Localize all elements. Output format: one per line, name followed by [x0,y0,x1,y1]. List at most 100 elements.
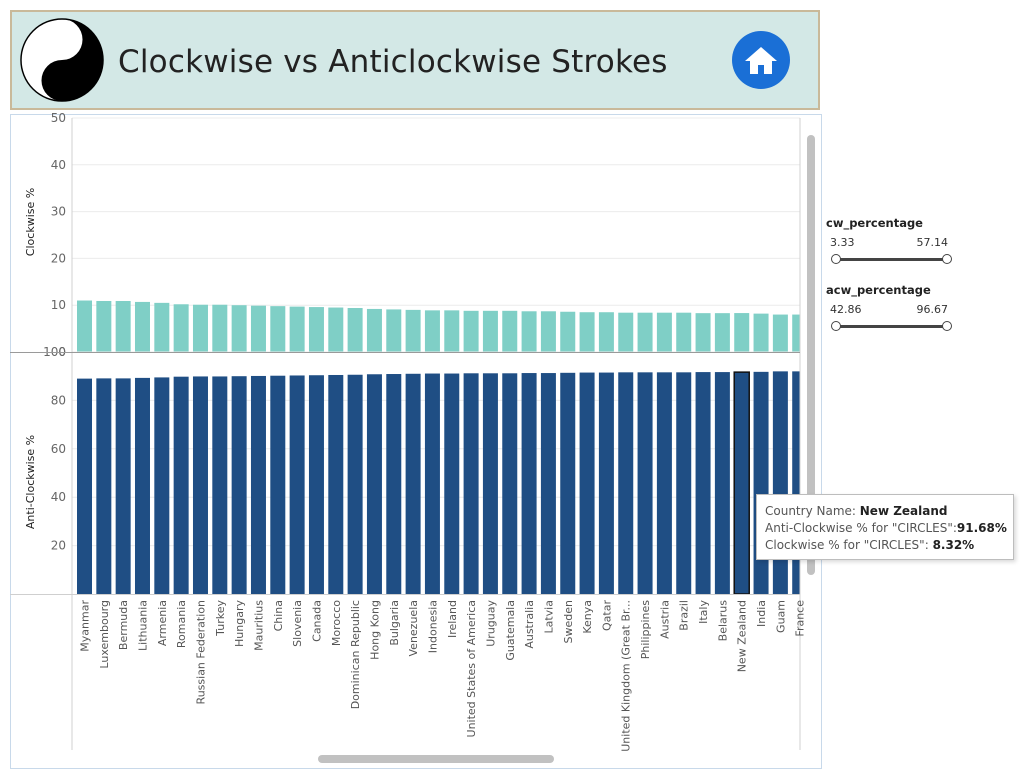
vertical-scrollbar[interactable] [807,135,815,575]
dashboard-header: Clockwise vs Anticlockwise Strokes [10,10,820,110]
bar [386,374,402,594]
bar [173,376,189,594]
bar [366,374,382,594]
x-tick-label: Armenia [156,600,169,646]
x-tick-label: Turkey [214,600,227,637]
x-tick-label: Guam [774,600,787,633]
bar [598,312,614,352]
bar [134,301,150,352]
x-tick-label: China [272,600,285,631]
bar [366,308,382,352]
bar [444,310,460,352]
horizontal-scrollbar[interactable] [318,755,554,763]
bar [637,372,653,594]
y-tick-label: 10 [51,298,66,312]
bar [347,374,363,594]
slider-min-handle[interactable] [831,254,841,264]
x-tick-label: Philippines [639,600,652,660]
bar [463,373,479,594]
x-tick-label: Morocco [330,600,343,646]
category-labels: Myanmar Luxembourg Bermuda Lithuania Armenia… [79,600,805,751]
x-tick-label: Indonesia [426,600,439,653]
x-tick-label: Belarus [716,600,729,642]
bar [173,304,189,352]
clockwise-chart: 01020304050Clockwise % [24,111,800,359]
bar [424,373,440,594]
bar [154,377,170,594]
bar [560,311,576,352]
y-axis-title: Anti-Clockwise % [24,435,37,529]
bar [231,376,247,594]
bar [560,372,576,594]
y-tick-label: 50 [51,111,66,125]
y-tick-label: 60 [51,442,66,456]
x-tick-label: Venezuela [407,600,420,657]
slider-max-handle[interactable] [942,254,952,264]
slider-max-handle[interactable] [942,321,952,331]
yin-yang-icon [20,18,104,102]
x-tick-label: Brazil [678,600,691,631]
bar [250,375,266,594]
home-icon [745,47,777,74]
bar [734,313,750,352]
bar [463,310,479,352]
y-tick-label: 40 [51,490,66,504]
x-tick-label: Austria [658,600,671,639]
home-button[interactable] [732,31,790,89]
y-axis-title: Clockwise % [24,188,37,256]
x-tick-label: Qatar [600,600,613,631]
bar [772,371,788,594]
tooltip-cw-label: Clockwise % for "CIRCLES": [765,538,929,552]
bar [192,304,208,352]
range-slider[interactable] [826,321,966,331]
bar [482,373,498,594]
x-tick-label: Italy [697,600,710,624]
bar [695,372,711,594]
y-tick-label: 20 [51,251,66,265]
tooltip-acw-label: Anti-Clockwise % for "CIRCLES": [765,521,957,535]
bar [405,309,421,352]
bar [328,374,344,594]
filter-acw-percentage: acw_percentage 42.86 96.67 [826,283,966,331]
bar [192,376,208,594]
bar [115,300,131,352]
x-tick-label: Bulgaria [388,600,401,646]
bar [328,307,344,352]
bar [96,300,112,352]
bar [656,312,672,352]
bar [154,302,170,352]
bar [540,311,556,352]
page-title: Clockwise vs Anticlockwise Strokes [118,44,668,80]
bar [676,312,692,352]
bar [521,311,537,352]
bar [77,300,92,352]
slider-min-handle[interactable] [831,321,841,331]
bar [521,373,537,594]
bar [482,310,498,352]
x-tick-label: Guatemala [504,600,517,661]
bar [598,372,614,594]
x-tick-label: Hong Kong [368,600,381,660]
bar [405,373,421,594]
x-tick-label: Canada [310,600,323,642]
bar [792,371,800,594]
x-tick-label: Hungary [233,600,246,647]
x-tick-label: Ireland [446,600,459,638]
x-tick-label: Australia [523,600,536,649]
bar [618,372,634,594]
y-tick-label: 40 [51,158,66,172]
filter-max-value: 96.67 [916,303,949,316]
bar [77,378,92,594]
x-tick-label: Myanmar [79,600,92,652]
bar [231,305,247,352]
x-tick-label: New Zealand [736,600,749,672]
filter-title: acw_percentage [826,283,931,297]
bar [386,309,402,352]
bar [270,306,286,352]
bar [714,372,730,594]
x-tick-label: Romania [175,600,188,648]
range-slider[interactable] [826,254,966,264]
x-tick-label: Mauritius [252,600,265,651]
x-tick-label: Uruguay [484,600,497,647]
